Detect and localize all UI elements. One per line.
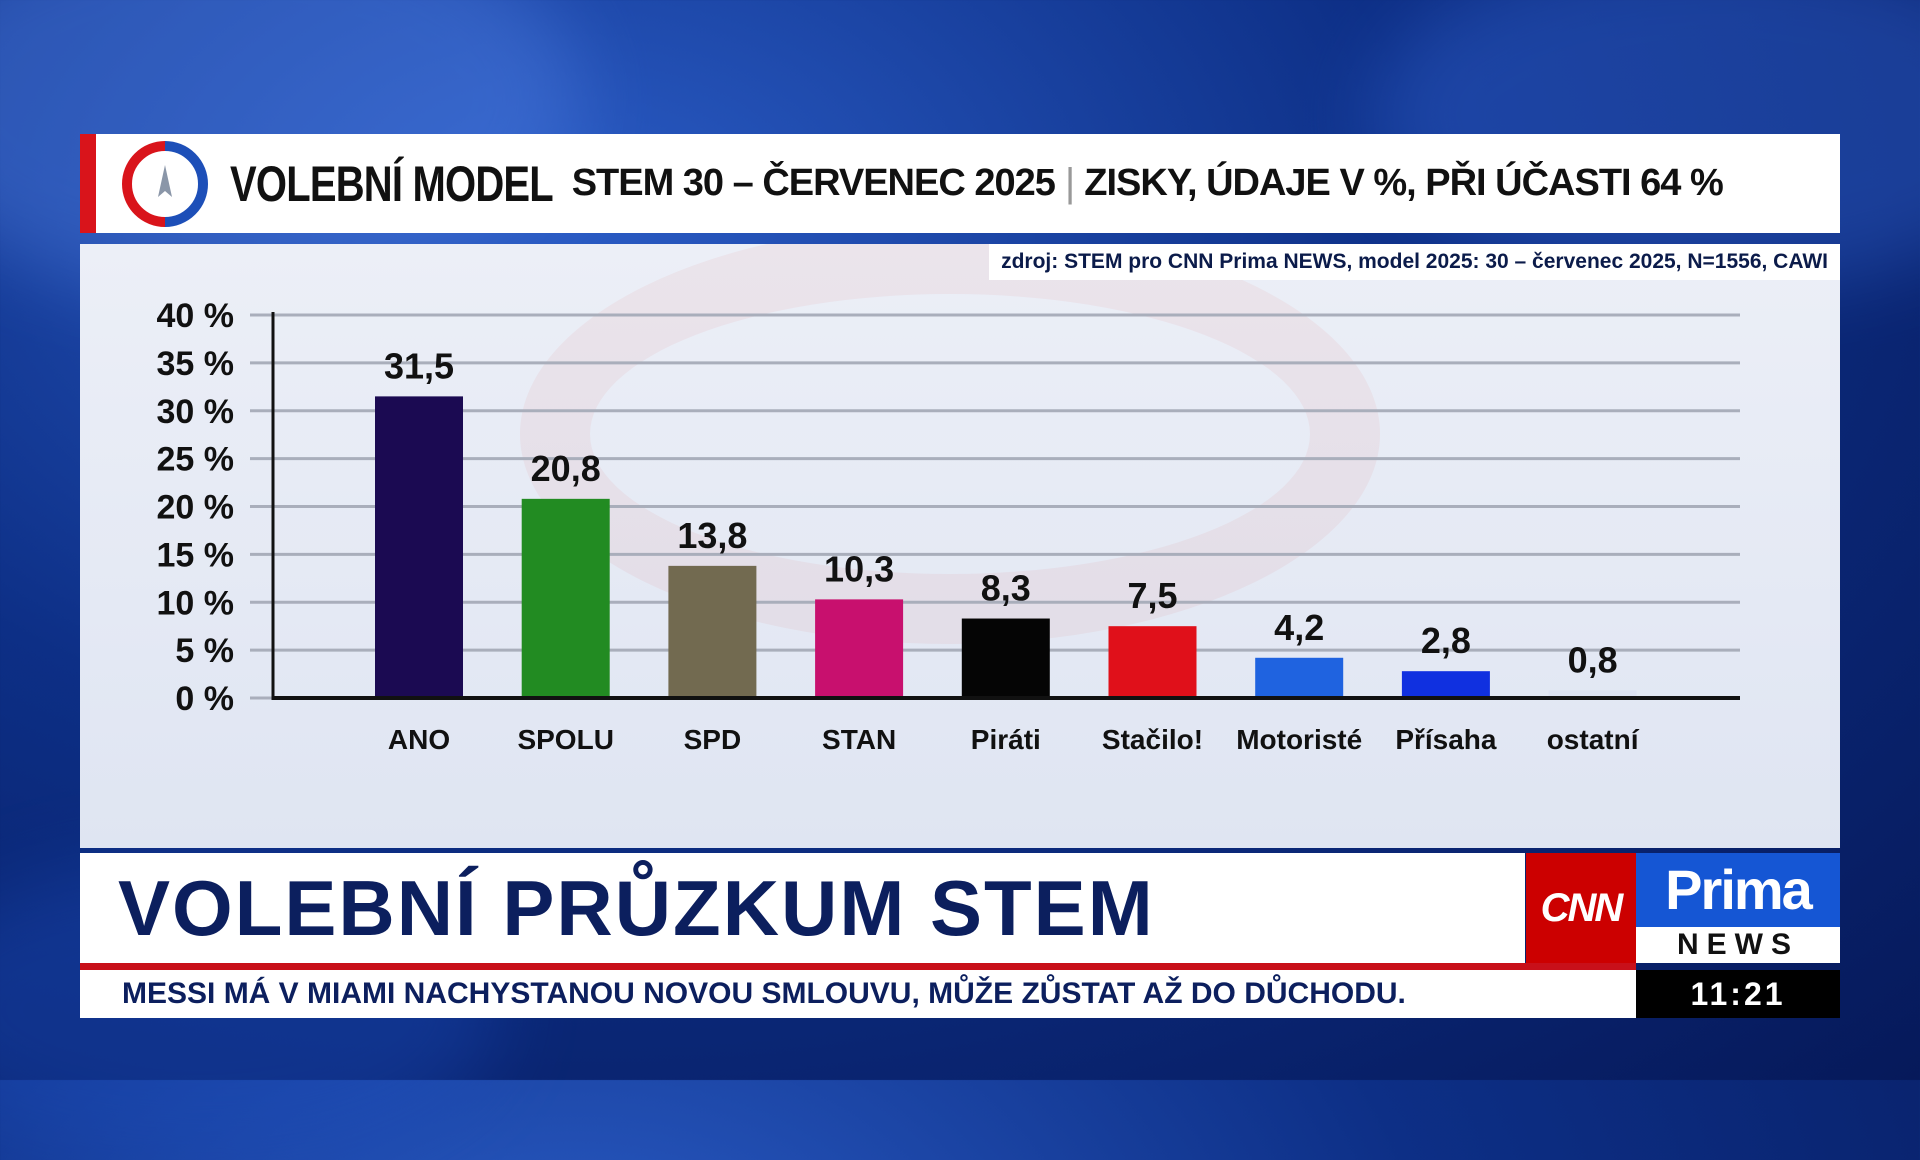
x-category-label: Piráti xyxy=(971,724,1041,755)
x-category-label: Motoristé xyxy=(1236,724,1362,755)
y-tick-label: 35 % xyxy=(157,345,235,383)
bar-value-label: 13,8 xyxy=(677,515,747,556)
bar-value-label: 0,8 xyxy=(1568,639,1618,680)
prima-news-logo: Prima NEWS xyxy=(1636,853,1840,963)
y-tick-label: 5 % xyxy=(175,632,234,670)
header-title: VOLEBNÍ MODEL xyxy=(230,155,554,212)
y-tick-label: 40 % xyxy=(157,297,235,335)
x-category-label: Přísaha xyxy=(1395,724,1497,755)
news-logo-text: NEWS xyxy=(1636,927,1840,963)
bar-value-label: 10,3 xyxy=(824,548,894,589)
y-tick-label: 30 % xyxy=(157,393,235,431)
source-note: zdroj: STEM pro CNN Prima NEWS, model 20… xyxy=(989,244,1840,280)
bar-value-label: 7,5 xyxy=(1127,575,1177,616)
bar-value-label: 2,8 xyxy=(1421,620,1471,661)
chart-panel: zdroj: STEM pro CNN Prima NEWS, model 20… xyxy=(80,244,1840,848)
bar xyxy=(668,565,757,698)
bar xyxy=(1108,626,1197,698)
bar xyxy=(1255,657,1344,698)
ticker-divider xyxy=(80,963,1636,970)
prima-logo-text: Prima xyxy=(1665,858,1813,921)
stem-compass-logo-icon xyxy=(122,141,208,227)
bar-value-label: 4,2 xyxy=(1274,607,1324,648)
y-tick-label: 0 % xyxy=(175,680,234,718)
x-category-label: ostatní xyxy=(1547,724,1640,755)
bar-value-label: 31,5 xyxy=(384,345,454,386)
clock: 11:21 xyxy=(1636,970,1840,1018)
bar xyxy=(375,396,463,698)
x-category-label: SPD xyxy=(684,724,742,755)
y-tick-label: 10 % xyxy=(157,584,235,622)
bar xyxy=(815,599,904,698)
header-info: ZISKY, ÚDAJE V %, PŘI ÚČASTI 64 % xyxy=(1084,162,1723,204)
chart-header: VOLEBNÍ MODEL STEM 30 – ČERVENEC 2025 | … xyxy=(80,134,1840,233)
bar-chart: 0 % 5 % 10 % 15 % 20 % 25 % 30 % 35 % 40 % 31,5 AN… xyxy=(157,297,1740,755)
bar xyxy=(521,498,610,698)
bar xyxy=(961,618,1050,698)
x-category-label: Stačilo! xyxy=(1102,724,1203,755)
lower-third: VOLEBNÍ PRŮZKUM STEM xyxy=(80,853,1525,963)
x-category-label: STAN xyxy=(822,724,896,755)
y-tick-label: 20 % xyxy=(157,489,235,527)
x-category-label: SPOLU xyxy=(517,724,613,755)
bar xyxy=(1401,671,1490,698)
header-subtitle: STEM 30 – ČERVENEC 2025 xyxy=(571,162,1056,204)
y-tick-label: 15 % xyxy=(157,536,235,574)
bar xyxy=(1548,690,1637,698)
y-tick-label: 25 % xyxy=(157,441,235,479)
x-category-label: ANO xyxy=(388,724,450,755)
bar-value-label: 20,8 xyxy=(531,448,601,489)
news-ticker: MESSI MÁ V MIAMI NACHYSTANOU NOVOU SMLOU… xyxy=(80,970,1636,1018)
bar-value-label: 8,3 xyxy=(981,568,1031,609)
header-separator: | xyxy=(1064,161,1075,205)
lower-third-title: VOLEBNÍ PRŮZKUM STEM xyxy=(118,863,1155,952)
cnn-logo: CNN xyxy=(1526,853,1636,963)
